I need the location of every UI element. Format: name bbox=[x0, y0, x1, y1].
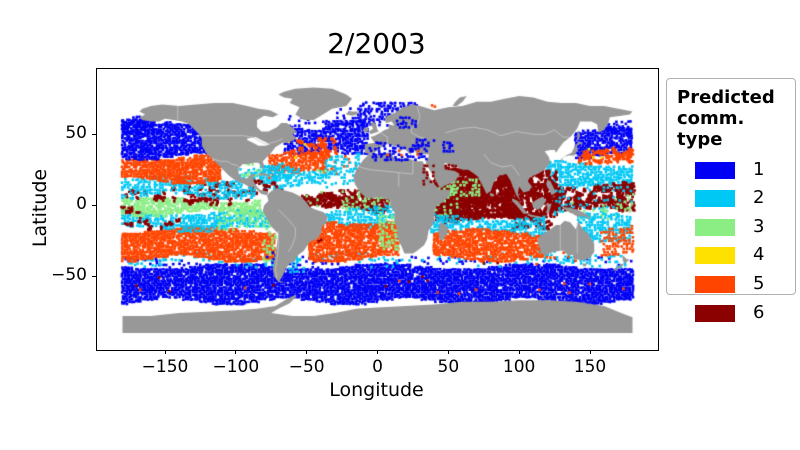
legend-title: Predicted comm. type bbox=[677, 87, 775, 151]
x-tick-label: −100 bbox=[212, 357, 260, 377]
legend-swatch bbox=[695, 276, 735, 294]
y-tick-mark bbox=[92, 204, 96, 206]
plot-area: −150 −100 −50 0 50 100 150 50 0 −50 bbox=[51, 68, 659, 377]
legend-swatch bbox=[695, 190, 735, 208]
y-tick-mark bbox=[92, 275, 96, 277]
plot-title: 2/2003 bbox=[327, 27, 426, 60]
legend-entry-label: 4 bbox=[753, 244, 765, 266]
x-tick-label: −150 bbox=[141, 357, 189, 377]
legend-swatch bbox=[695, 161, 735, 179]
y-tick-label: 0 bbox=[76, 194, 87, 215]
y-tick-label: −50 bbox=[51, 265, 87, 286]
x-tick-mark bbox=[447, 350, 449, 354]
legend-swatch bbox=[695, 304, 735, 322]
x-tick-label: 100 bbox=[502, 357, 536, 377]
legend-entry: 3 bbox=[677, 213, 795, 242]
legend-entry-label: 1 bbox=[753, 158, 765, 180]
legend-entry-label: 6 bbox=[753, 301, 765, 323]
x-tick-mark bbox=[589, 350, 591, 354]
legend-entry-label: 5 bbox=[753, 273, 765, 295]
legend-entry: 2 bbox=[677, 184, 795, 213]
legend-entry-label: 2 bbox=[753, 187, 765, 209]
legend-swatch bbox=[695, 247, 735, 265]
x-tick-mark bbox=[235, 350, 237, 354]
x-tick-mark bbox=[377, 350, 378, 354]
legend: Predicted comm. type 1 2 3 4 5 6 bbox=[666, 78, 796, 323]
world-map-canvas bbox=[97, 69, 658, 350]
legend-swatch bbox=[695, 218, 735, 236]
x-tick-mark bbox=[518, 350, 520, 354]
x-tick-mark bbox=[306, 350, 308, 354]
y-tick-label: 50 bbox=[65, 123, 87, 144]
x-tick-mark bbox=[164, 350, 166, 354]
y-tick-mark bbox=[92, 133, 96, 135]
legend-entry: 6 bbox=[677, 299, 795, 328]
x-axis-label: Longitude bbox=[329, 379, 424, 401]
x-tick-label: 150 bbox=[573, 357, 607, 377]
x-tick-label: −50 bbox=[288, 357, 325, 377]
legend-entry: 4 bbox=[677, 241, 795, 270]
legend-entry: 5 bbox=[677, 270, 795, 299]
x-tick-label: 50 bbox=[437, 357, 460, 377]
x-tick-label: 0 bbox=[372, 357, 383, 377]
legend-entry-label: 3 bbox=[753, 215, 765, 237]
legend-entries: 1 2 3 4 5 6 bbox=[677, 156, 795, 328]
legend-entry: 1 bbox=[677, 156, 795, 185]
